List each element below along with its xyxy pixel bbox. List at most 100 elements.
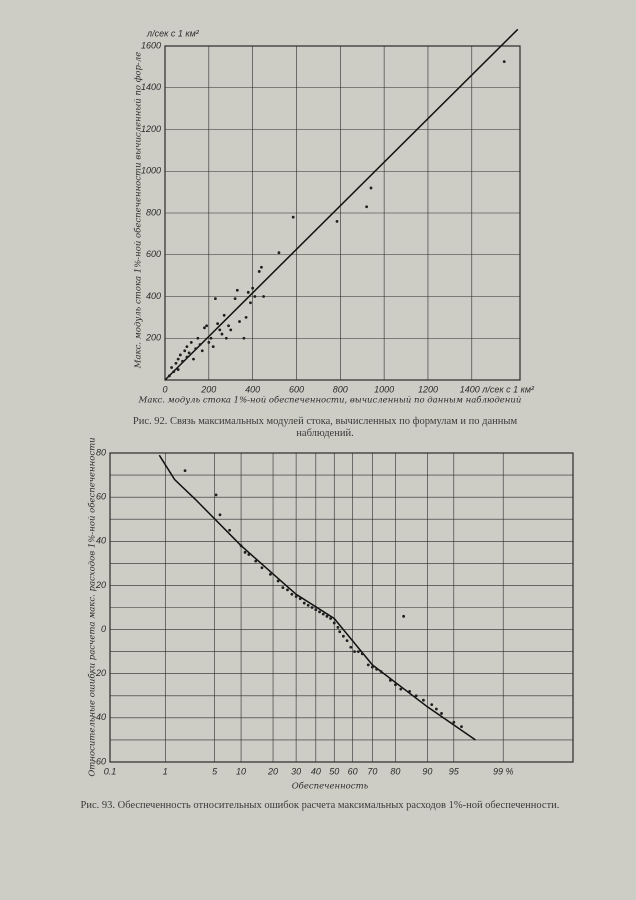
point [338,630,342,634]
point [370,665,374,669]
point [360,652,364,656]
point [314,608,318,612]
y-tick-label: 1400 [141,82,161,92]
y-tick-label: -20 [93,668,106,678]
point [192,357,195,361]
point [172,370,176,374]
x-tick-label: 1 [163,766,168,776]
point [227,324,230,328]
point [235,288,239,292]
point [243,550,247,554]
point [185,355,189,359]
point [185,345,189,348]
point [205,324,209,328]
x-tick-label: 90 [422,766,432,776]
x-tick-label: 70 [367,766,377,776]
point [281,586,285,590]
point [220,332,224,336]
caption: Рис. 93. Обеспеченность относительных ош… [80,800,560,811]
point [224,336,228,340]
y-tick-label: 400 [146,291,161,301]
point [257,270,261,273]
x-tick-label: 400 [245,384,260,394]
x-tick-label: 20 [267,766,278,776]
point [218,513,222,517]
y-tick-label: 800 [146,207,161,217]
point [399,687,403,691]
point [306,603,310,607]
point [251,286,255,290]
point [388,678,392,682]
y-tick-label: -60 [93,756,106,766]
x-tick-label: 0 [162,384,167,394]
point [332,621,336,625]
y-tick-label: -40 [93,712,106,722]
fit-line [158,454,476,741]
point [298,597,302,601]
point [207,341,211,344]
point [414,694,418,698]
y-tick-label: 600 [146,249,161,259]
point [502,60,506,64]
x-tick-label: 40 [311,766,321,776]
point [394,683,397,687]
x-tick-label: 60 [348,766,358,776]
y-tick-label: 60 [96,492,106,502]
point [214,297,217,300]
point [249,301,252,305]
y-unit: л/сек с 1 км² [146,28,200,38]
point [353,650,356,654]
x-tick-label: 50 [329,766,339,776]
point [365,205,369,209]
point [302,601,306,605]
point [167,374,171,378]
point [402,614,406,618]
x-tick-label: 5 [212,766,218,776]
y-axis-label: Макс. модуль стока 1%-ной обеспеченности… [133,52,144,369]
y-tick-label: 40 [96,536,106,546]
x-tick-label: 1000 [374,384,394,394]
x-tick-label: 99 % [493,766,514,776]
point [216,322,219,326]
point [246,290,250,294]
x-tick-label: 80 [390,766,400,776]
point [345,639,349,643]
plot-frame [109,452,574,763]
point [290,592,294,596]
y-tick-label: 80 [96,447,106,457]
point [366,663,370,667]
point [209,336,213,340]
point [276,579,280,583]
point [183,349,187,353]
point [336,625,340,629]
point [239,544,243,548]
point [211,345,215,348]
point [200,349,204,353]
point [176,368,180,371]
y-axis-label: Относительные ошибки расчета макс. расхо… [87,437,98,776]
point [174,361,178,365]
point [222,313,226,317]
x-tick-label: 1400 л/сек с 1 км² [460,384,535,394]
x-tick-label: 800 [333,384,348,394]
point [335,219,339,223]
point [244,315,248,319]
point [434,707,438,711]
point [247,553,251,556]
x-tick-label: 30 [291,766,301,776]
point [189,341,193,344]
x-tick-label: 0.1 [104,766,117,776]
point [422,698,425,702]
point [170,366,173,369]
point [291,215,295,219]
point [178,353,182,357]
point [253,295,257,298]
point [294,595,298,598]
point [325,614,329,618]
point [440,712,443,715]
point [228,528,231,532]
x-tick-label: 600 [289,384,304,394]
point [269,572,272,576]
point [262,295,266,298]
point [379,670,383,673]
